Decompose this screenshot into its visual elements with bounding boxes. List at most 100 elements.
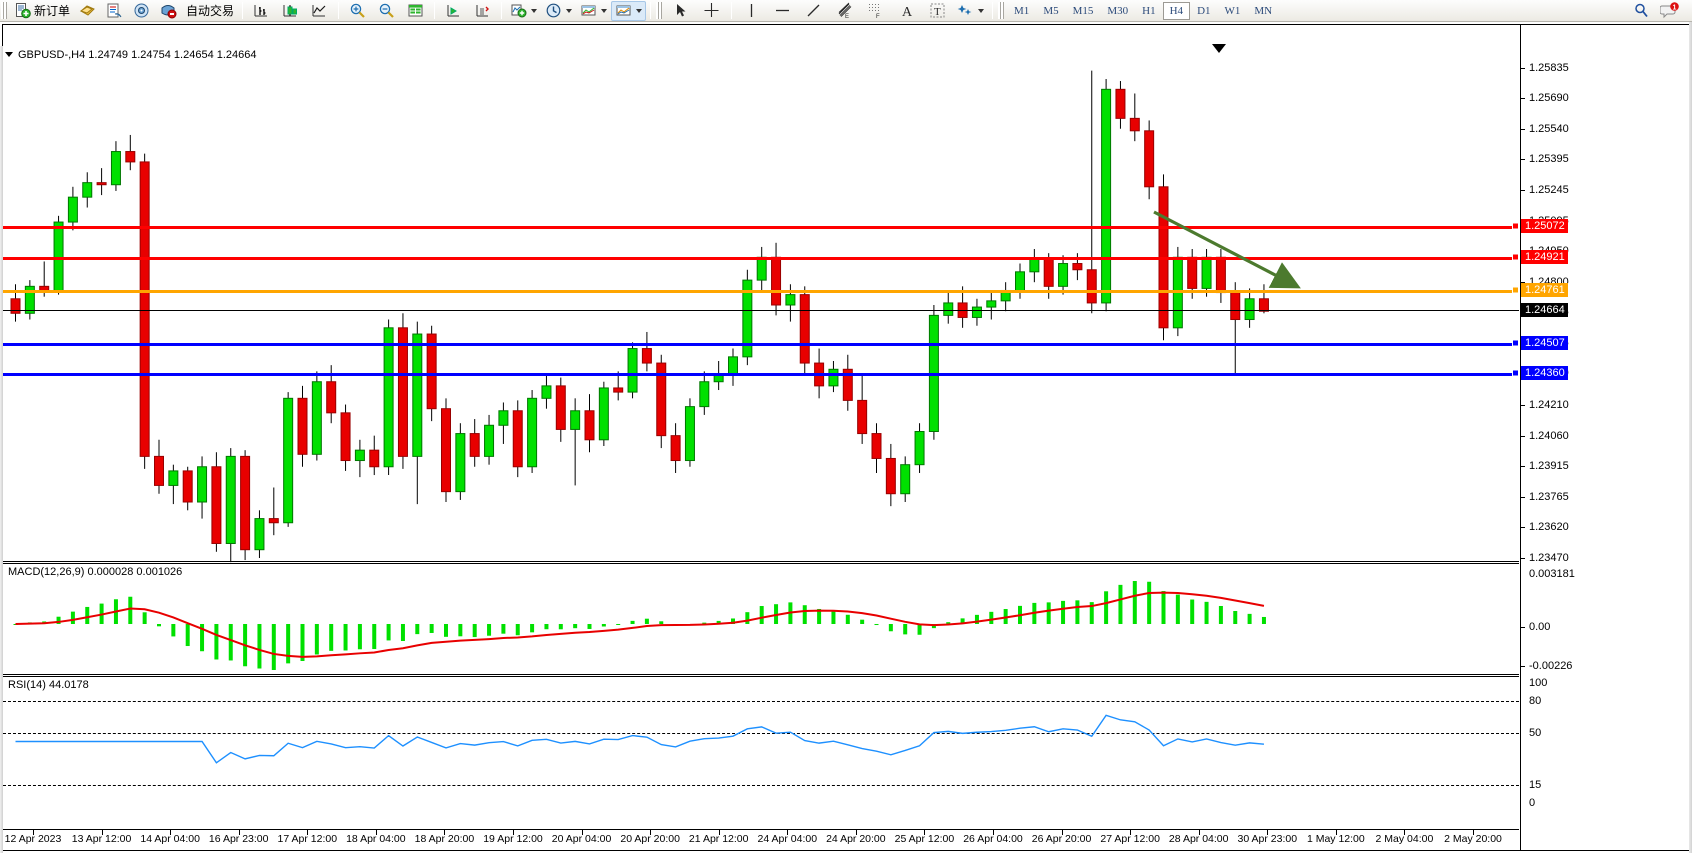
- toolbar-grip-3[interactable]: [998, 2, 1005, 19]
- macd-histogram-bar: [1147, 581, 1152, 624]
- price-line-resistance-2[interactable]: [3, 257, 1519, 261]
- macd-histogram-bar: [400, 624, 405, 642]
- candle-body: [10, 298, 21, 314]
- chart-title-bar[interactable]: GBPUSD-,H4 1.24749 1.24754 1.24654 1.246…: [5, 48, 257, 61]
- price-line-handle-support-2[interactable]: [1512, 369, 1519, 377]
- new-order-button[interactable]: 新订单: [10, 1, 74, 21]
- candle-body: [914, 431, 925, 466]
- timeframe-mn[interactable]: MN: [1254, 4, 1273, 17]
- pane-divider-macd-rsi[interactable]: [3, 674, 1519, 675]
- period-button[interactable]: [541, 1, 576, 21]
- fibonacci-icon[interactable]: E: [836, 2, 853, 20]
- price-line-current-price[interactable]: [3, 310, 1519, 312]
- price-tag-current-price[interactable]: 1.24664: [1521, 303, 1568, 318]
- indicators-icon: [510, 2, 527, 19]
- price-tag-support-1[interactable]: 1.24507: [1521, 335, 1568, 350]
- grid-icon[interactable]: [407, 2, 424, 19]
- alerts-icon[interactable]: 1: [1659, 2, 1680, 19]
- macd-histogram-bar: [1104, 591, 1109, 624]
- navigator-icon[interactable]: [133, 2, 150, 19]
- price-tag-pivot[interactable]: 1.24761: [1521, 283, 1568, 298]
- auto-trading-button[interactable]: 自动交易: [182, 1, 238, 21]
- candle-body: [1086, 269, 1097, 304]
- candle-body: [225, 455, 236, 544]
- time-axis[interactable]: 12 Apr 2023 13 Apr 12:00 14 Apr 04:00 16 Ap…: [3, 829, 1519, 851]
- price-tick-label: 1.25395: [1529, 152, 1569, 165]
- time-tick: [1335, 830, 1337, 835]
- chart-window[interactable]: GBPUSD-,H4 1.24749 1.24754 1.24654 1.246…: [0, 22, 1692, 853]
- market-watch-icon[interactable]: [106, 2, 123, 19]
- macd-histogram-bar: [530, 624, 535, 633]
- price-axis[interactable]: 1.25835 1.25690 1.25540 1.25395 1.25245 1.250…: [1520, 25, 1690, 850]
- toolbar-grip-2[interactable]: [656, 2, 663, 19]
- search-icon[interactable]: [1633, 2, 1650, 19]
- price-line-handle-support-1[interactable]: [1512, 339, 1519, 347]
- time-tick: [375, 830, 377, 835]
- macd-histogram-bar: [1218, 605, 1223, 624]
- auto-scroll-icon[interactable]: [474, 2, 491, 19]
- pane-divider-main-macd[interactable]: [3, 561, 1519, 562]
- price-line-support-2[interactable]: [3, 373, 1519, 377]
- bar-chart-icon[interactable]: [253, 2, 270, 19]
- time-tick-label: 26 Apr 20:00: [1031, 833, 1092, 845]
- templates-button[interactable]: [576, 1, 611, 21]
- candle-body: [1015, 271, 1025, 291]
- price-line-resistance-1[interactable]: [3, 225, 1519, 229]
- window-right-strip: [1689, 22, 1692, 853]
- timeframe-m15[interactable]: M15: [1072, 4, 1094, 17]
- macd-tick-label: -0.00226: [1529, 660, 1573, 672]
- price-tag-resistance-2[interactable]: 1.24921: [1521, 250, 1568, 265]
- chart-properties-button[interactable]: [611, 0, 647, 21]
- candle-body: [986, 300, 997, 308]
- line-chart-icon[interactable]: [311, 2, 328, 19]
- timeframe-h4[interactable]: H4: [1162, 1, 1191, 20]
- price-tag-support-2[interactable]: 1.24360: [1521, 366, 1568, 381]
- timeframe-m1[interactable]: M1: [1014, 4, 1030, 17]
- price-line-support-1[interactable]: [3, 342, 1519, 346]
- toolbar-grip[interactable]: [1, 2, 7, 19]
- cursor-icon[interactable]: [672, 2, 689, 19]
- price-tick-label: 1.23915: [1529, 459, 1569, 472]
- chevron-down-icon[interactable]: [636, 8, 643, 13]
- candle-body: [842, 368, 853, 401]
- text-label-icon[interactable]: T: [929, 2, 946, 19]
- candlestick-chart-icon[interactable]: [282, 2, 299, 19]
- chevron-down-icon[interactable]: [978, 8, 985, 13]
- zoom-out-icon[interactable]: [378, 2, 395, 19]
- time-tick-label: 18 Apr 04:00: [346, 833, 406, 845]
- data-window-icon[interactable]: [160, 2, 177, 19]
- candle-body: [412, 333, 423, 457]
- timeframe-w1[interactable]: W1: [1224, 4, 1241, 17]
- price-tag-resistance-1[interactable]: 1.25072: [1521, 218, 1568, 233]
- chevron-down-icon[interactable]: [601, 8, 608, 13]
- price-line-pivot[interactable]: [3, 290, 1519, 294]
- timeframe-m30[interactable]: M30: [1107, 4, 1129, 17]
- horizontal-line-icon[interactable]: [774, 2, 791, 19]
- vertical-line-icon[interactable]: [743, 2, 760, 19]
- chart-menu-triangle-icon[interactable]: [5, 52, 13, 57]
- candle-body: [512, 410, 523, 468]
- price-line-handle-resistance-1[interactable]: [1512, 222, 1519, 230]
- timeframe-m5[interactable]: M5: [1043, 4, 1059, 17]
- chevron-down-icon[interactable]: [566, 8, 573, 13]
- trendline-icon[interactable]: [805, 2, 822, 19]
- profiles-icon[interactable]: [79, 2, 96, 19]
- timeframe-d1[interactable]: D1: [1197, 4, 1211, 17]
- rsi-level-15: [3, 785, 1519, 786]
- time-tick: [787, 830, 789, 835]
- price-line-handle-resistance-2[interactable]: [1512, 253, 1519, 261]
- price-line-handle-pivot[interactable]: [1512, 286, 1519, 294]
- crosshair-icon[interactable]: [703, 2, 720, 19]
- shapes-button[interactable]: [953, 1, 988, 21]
- channel-icon[interactable]: F: [867, 2, 884, 20]
- chart-vertical-scrollbar[interactable]: [0, 46, 3, 853]
- zoom-in-icon[interactable]: [349, 2, 366, 19]
- text-icon[interactable]: A: [898, 2, 915, 20]
- indicators-button[interactable]: [506, 1, 541, 21]
- chevron-down-icon[interactable]: [531, 8, 538, 13]
- timeframe-h1[interactable]: H1: [1142, 4, 1156, 17]
- rsi-line: [15, 714, 1265, 764]
- macd-histogram-bar: [946, 622, 951, 624]
- macd-histogram-bar: [1118, 584, 1123, 624]
- shift-chart-icon[interactable]: [445, 2, 462, 19]
